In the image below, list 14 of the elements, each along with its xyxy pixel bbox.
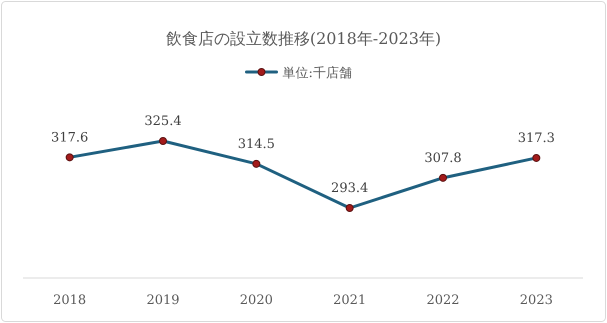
- title: 飲食店の設立数推移(2018年-2023年): [166, 29, 442, 48]
- data-label: 314.5: [238, 136, 275, 152]
- data-label: 293.4: [331, 181, 368, 196]
- xtick: 2021: [333, 293, 366, 308]
- data-label: 317.3: [518, 130, 555, 146]
- data-label: 317.6: [51, 130, 88, 146]
- xtick: 2022: [426, 293, 460, 308]
- xtick: 2023: [520, 293, 553, 308]
- data-label: 325.4: [144, 114, 182, 129]
- data-label: 307.8: [424, 150, 462, 166]
- xtick: 2018: [53, 293, 86, 308]
- legend-label: 単位:千店舗: [282, 66, 352, 81]
- xtick: 2020: [240, 293, 273, 308]
- xtick: 2019: [146, 293, 180, 308]
